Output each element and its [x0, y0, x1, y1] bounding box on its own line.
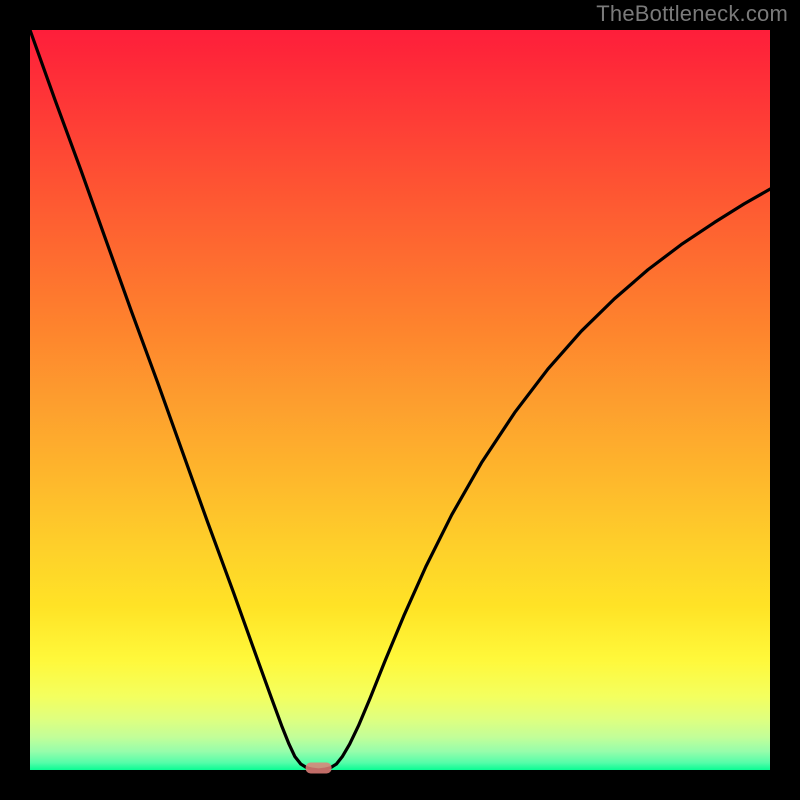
chart-container: TheBottleneck.com: [0, 0, 800, 800]
watermark-text: TheBottleneck.com: [596, 1, 788, 27]
bottleneck-chart: [0, 0, 800, 800]
chart-background-gradient: [30, 30, 770, 770]
optimal-point-marker: [306, 763, 332, 774]
